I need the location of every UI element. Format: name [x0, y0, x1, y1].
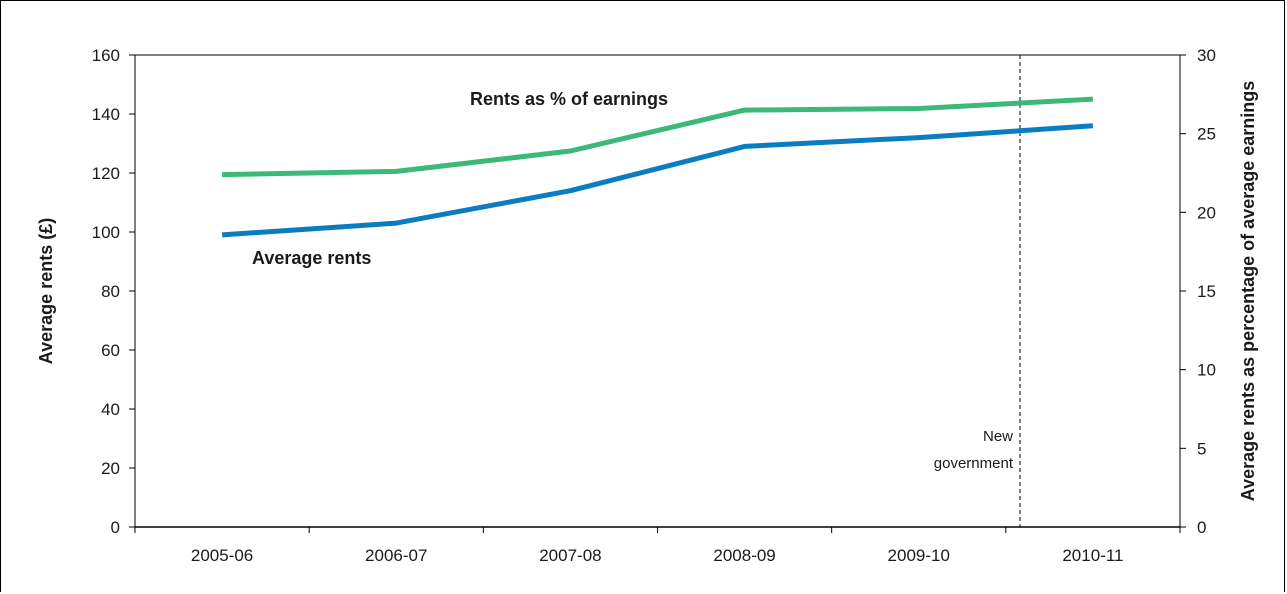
left-tick-label: 60: [101, 341, 120, 360]
x-tick-label: 2010-11: [1062, 546, 1123, 565]
x-tick-label: 2006-07: [365, 546, 427, 565]
plot-area: [134, 54, 1181, 528]
right-tick-label: 30: [1197, 46, 1216, 65]
left-axis-title: Average rents (£): [36, 218, 56, 364]
left-tick-label: 140: [92, 105, 120, 124]
new-government-label-line1: New: [983, 428, 1013, 445]
annotation-layer: New government: [934, 55, 1021, 527]
left-tick-label: 100: [92, 223, 120, 242]
right-axis-ticks: 0 5 10 15 20 25 30: [1180, 46, 1216, 537]
right-tick-label: 15: [1197, 282, 1216, 301]
x-tick-label: 2008-09: [713, 546, 775, 565]
left-tick-label: 40: [101, 400, 120, 419]
series-layer: [221, 96, 1094, 238]
left-tick-label: 80: [101, 282, 120, 301]
left-tick-label: 20: [101, 459, 120, 478]
x-tick-label: 2009-10: [888, 546, 950, 565]
series-line-average-rents: [221, 123, 1094, 238]
right-tick-label: 5: [1197, 439, 1206, 458]
right-tick-label: 20: [1197, 203, 1216, 222]
x-tick-label: 2005-06: [191, 546, 253, 565]
left-tick-label: 160: [92, 46, 120, 65]
x-tick-label: 2007-08: [539, 546, 601, 565]
right-tick-label: 0: [1197, 518, 1206, 537]
left-tick-label: 120: [92, 164, 120, 183]
right-tick-label: 25: [1197, 125, 1216, 144]
series-label-rents-pct: Rents as % of earnings: [470, 89, 668, 109]
x-axis-ticks: 2005-06 2006-07 2007-08 2008-09 2009-10 2010-…: [134, 527, 1181, 565]
new-government-label-line2: government: [934, 455, 1014, 472]
right-axis-title: Average rents as percentage of average e…: [1238, 81, 1258, 502]
left-axis-ticks: 0 20 40 60 80 100 120 140 160: [92, 46, 135, 537]
left-tick-label: 0: [111, 518, 120, 537]
right-tick-label: 10: [1197, 361, 1216, 380]
series-label-average-rents: Average rents: [252, 248, 371, 268]
series-line-rents-as-of-earnings: [222, 96, 1094, 178]
